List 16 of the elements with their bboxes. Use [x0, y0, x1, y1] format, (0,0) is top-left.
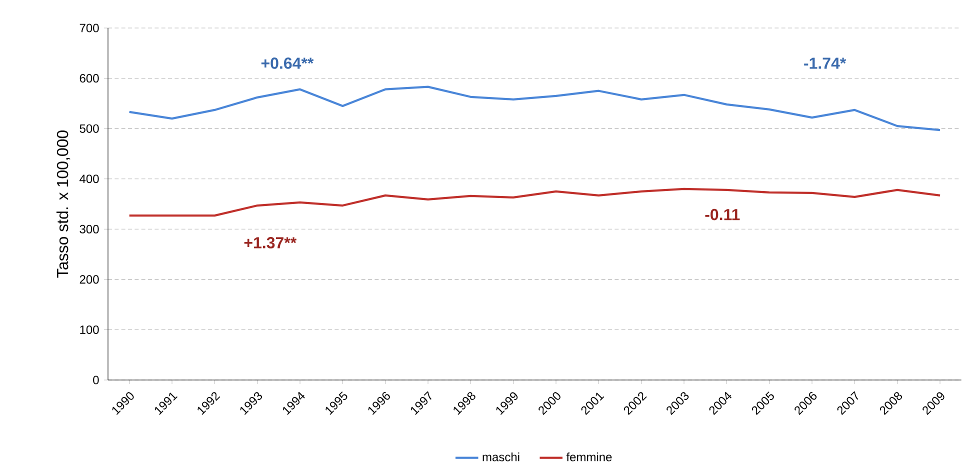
y-tick-label: 600 [80, 74, 99, 83]
y-tick-label: 100 [80, 325, 99, 334]
annotation: -0.11 [705, 208, 740, 220]
line-series [128, 86, 942, 132]
y-tick-label: 500 [80, 124, 99, 133]
annotation: -1.74* [804, 58, 846, 69]
y-axis-title: Tasso std. x 100,000 [56, 130, 70, 278]
y-tick-label: 0 [93, 376, 99, 384]
y-tick-label: 700 [80, 24, 99, 32]
y-tick-label: 200 [80, 275, 99, 284]
annotation: +0.64** [261, 58, 314, 69]
y-tick-label: 400 [80, 174, 99, 184]
annotation: +1.37** [244, 237, 297, 248]
legend-label: femmine [566, 452, 612, 462]
y-tick-label: 300 [80, 224, 99, 234]
legend-label: maschi [482, 452, 520, 462]
